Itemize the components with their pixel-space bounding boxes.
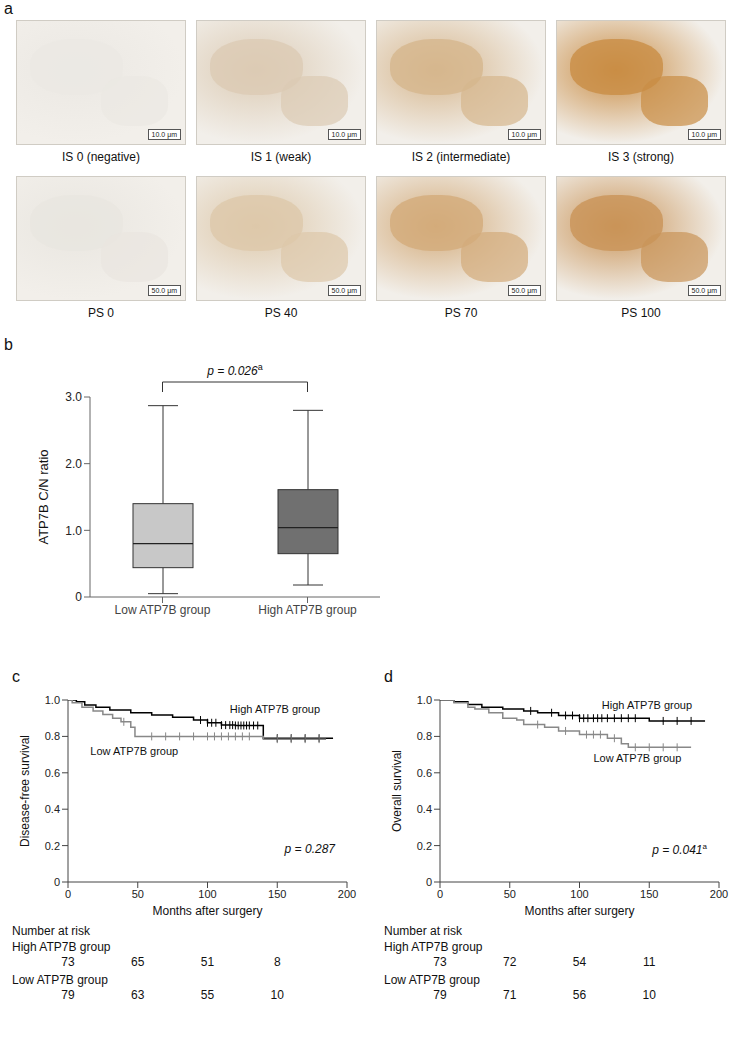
- html-text:PS 100: PS 100: [621, 306, 661, 320]
- svg-text:ATP7B C/N ratio: ATP7B C/N ratio: [36, 449, 51, 544]
- svg-text:50: 50: [504, 888, 516, 900]
- html-text:72: 72: [503, 955, 517, 969]
- html-text:p = 0.041a: p = 0.041a: [652, 841, 707, 857]
- svg-text:Disease-free survival: Disease-free survival: [18, 735, 32, 847]
- html-text:73: 73: [433, 955, 447, 969]
- html-text:10: 10: [270, 988, 284, 1002]
- svg-text:0: 0: [75, 590, 82, 604]
- html-text:79: 79: [61, 988, 75, 1002]
- svg-text:High ATP7B group: High ATP7B group: [258, 603, 357, 617]
- html-text:50.0 μm: 50.0 μm: [691, 287, 717, 294]
- html-text:Number at risk: Number at risk: [12, 924, 90, 938]
- html-text:b: b: [4, 336, 13, 353]
- html-text:Low ATP7B group: Low ATP7B group: [12, 973, 108, 987]
- svg-text:1.0: 1.0: [45, 694, 60, 706]
- html-text:PS 0: PS 0: [88, 306, 114, 320]
- svg-text:0: 0: [437, 888, 443, 900]
- html-text:IS 0 (negative): IS 0 (negative): [62, 150, 140, 164]
- html-text:10: 10: [642, 988, 656, 1002]
- html-text:10.0 μm: 10.0 μm: [691, 131, 717, 138]
- html-text:73: 73: [61, 955, 75, 969]
- html-text:High ATP7B group: High ATP7B group: [12, 940, 111, 954]
- svg-text:200: 200: [710, 888, 728, 900]
- svg-text:Months after surgery: Months after surgery: [524, 904, 634, 918]
- html-text:PS 40: PS 40: [264, 306, 298, 320]
- html-text:Low ATP7B group: Low ATP7B group: [384, 973, 480, 987]
- svg-text:Months after surgery: Months after surgery: [152, 904, 262, 918]
- html-text:54: 54: [572, 955, 587, 969]
- svg-text:p = 0.026a: p = 0.026a: [206, 362, 262, 378]
- html-text:56: 56: [572, 988, 587, 1002]
- svg-text:1.0: 1.0: [417, 694, 432, 706]
- html-text:c: c: [12, 668, 20, 685]
- html-text:55: 55: [200, 988, 215, 1002]
- svg-text:0.4: 0.4: [45, 803, 60, 815]
- svg-text:150: 150: [268, 888, 286, 900]
- html-text:50.0 μm: 50.0 μm: [331, 287, 357, 294]
- html-text:d: d: [384, 668, 393, 685]
- svg-text:0.4: 0.4: [417, 803, 432, 815]
- html-text:p = 0.287: p = 0.287: [284, 842, 335, 857]
- html-text:High ATP7B group: High ATP7B group: [384, 940, 483, 954]
- svg-text:0.6: 0.6: [417, 767, 432, 779]
- svg-text:50: 50: [132, 888, 144, 900]
- svg-text:150: 150: [640, 888, 658, 900]
- svg-text:0: 0: [426, 876, 432, 888]
- html-text:79: 79: [433, 988, 447, 1002]
- svg-text:100: 100: [570, 888, 588, 900]
- html-text:a: a: [4, 0, 13, 17]
- svg-text:0.8: 0.8: [417, 730, 432, 742]
- html-text:8: 8: [273, 955, 281, 969]
- html-text:High ATP7B group: High ATP7B group: [601, 699, 693, 712]
- html-text:10.0 μm: 10.0 μm: [151, 131, 177, 138]
- html-text:PS 70: PS 70: [444, 306, 478, 320]
- svg-text:0.2: 0.2: [45, 840, 60, 852]
- svg-text:0.6: 0.6: [45, 767, 60, 779]
- html-text:Low ATP7B group: Low ATP7B group: [593, 752, 682, 765]
- svg-text:0: 0: [65, 888, 71, 900]
- svg-text:200: 200: [338, 888, 356, 900]
- html-text:IS 3 (strong): IS 3 (strong): [608, 150, 674, 164]
- svg-text:3.0: 3.0: [65, 390, 82, 404]
- html-text:Low ATP7B group: Low ATP7B group: [90, 745, 179, 757]
- html-text:71: 71: [503, 988, 517, 1002]
- svg-text:0: 0: [54, 876, 60, 888]
- html-text:65: 65: [131, 955, 145, 969]
- html-text:10.0 μm: 10.0 μm: [331, 131, 357, 138]
- html-text:High ATP7B group: High ATP7B group: [229, 703, 321, 716]
- html-text:Number at risk: Number at risk: [384, 924, 462, 938]
- html-text:11: 11: [643, 955, 656, 969]
- html-text:IS 2 (intermediate): IS 2 (intermediate): [411, 150, 511, 164]
- svg-text:0.2: 0.2: [417, 840, 432, 852]
- svg-text:100: 100: [198, 888, 216, 900]
- svg-text:Overall survival: Overall survival: [390, 750, 404, 832]
- svg-text:1.0: 1.0: [65, 524, 82, 538]
- html-text:50.0 μm: 50.0 μm: [151, 287, 177, 294]
- svg-text:Low ATP7B group: Low ATP7B group: [115, 603, 211, 617]
- svg-text:0.8: 0.8: [45, 730, 60, 742]
- html-text:50.0 μm: 50.0 μm: [511, 287, 537, 294]
- html-text:10.0 μm: 10.0 μm: [511, 131, 537, 138]
- html-text:51: 51: [200, 955, 215, 969]
- html-text:63: 63: [131, 988, 145, 1002]
- svg-text:2.0: 2.0: [65, 457, 82, 471]
- html-text:IS 1 (weak): IS 1 (weak): [250, 150, 312, 164]
